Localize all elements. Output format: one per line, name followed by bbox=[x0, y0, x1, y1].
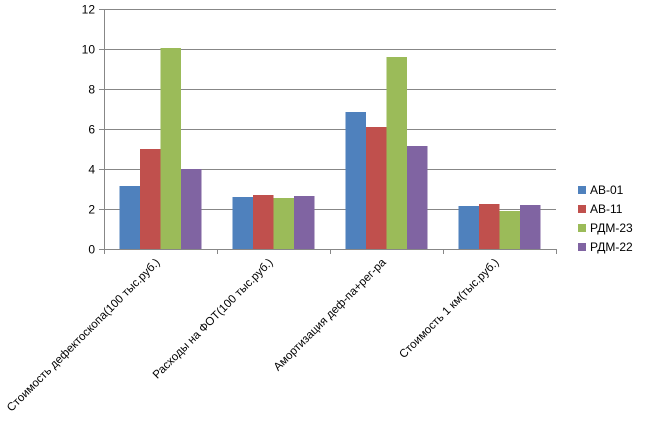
bar bbox=[140, 149, 161, 249]
legend-label: АВ-11 bbox=[590, 201, 623, 216]
legend-label: АВ-01 bbox=[590, 182, 624, 197]
x-category-label: Амортизация деф-па+рег-ра bbox=[272, 256, 389, 373]
bar bbox=[345, 112, 366, 249]
y-tick-label: 10 bbox=[82, 43, 96, 57]
legend-swatch bbox=[578, 223, 586, 232]
y-tick-label: 0 bbox=[88, 243, 95, 257]
legend: АВ-01 АВ-11 РДМ-23 РДМ-22 bbox=[578, 180, 633, 256]
bar bbox=[294, 196, 315, 249]
legend-item: АВ-01 bbox=[578, 180, 633, 199]
y-tick-label: 8 bbox=[88, 83, 95, 97]
legend-swatch bbox=[578, 242, 586, 251]
y-tick-label: 6 bbox=[88, 123, 95, 137]
bar bbox=[520, 205, 541, 249]
x-category-label: Стоимость 1 км(тыс.руб.) bbox=[397, 257, 501, 361]
y-tick-label: 12 bbox=[82, 3, 96, 17]
legend-item: РДМ-23 bbox=[578, 218, 633, 237]
bar bbox=[479, 204, 500, 249]
y-tick-label: 4 bbox=[88, 163, 95, 177]
bar bbox=[232, 197, 253, 249]
legend-label: РДМ-23 bbox=[590, 220, 633, 235]
legend-swatch bbox=[578, 204, 586, 213]
bar bbox=[253, 195, 274, 249]
bar bbox=[499, 211, 520, 249]
bar bbox=[160, 48, 181, 249]
bar bbox=[119, 186, 140, 249]
y-tick-label: 2 bbox=[88, 203, 95, 217]
legend-item: РДМ-22 bbox=[578, 237, 633, 256]
legend-item: АВ-11 bbox=[578, 199, 633, 218]
x-category-label: Расходы на ФОТ(100 тыс.руб.) bbox=[151, 257, 276, 382]
x-category-labels: Стоимость дефектоскопа(100 тыс.руб.)Расх… bbox=[5, 256, 502, 414]
y-tick-labels: 0 2 4 6 8 10 12 bbox=[82, 3, 96, 257]
bar bbox=[273, 198, 294, 249]
bars bbox=[119, 48, 541, 249]
legend-swatch bbox=[578, 185, 586, 194]
legend-label: РДМ-22 bbox=[590, 239, 633, 254]
bar bbox=[181, 169, 202, 249]
bar bbox=[458, 206, 479, 249]
bar bbox=[386, 57, 407, 249]
axes bbox=[99, 9, 557, 254]
bar bbox=[407, 146, 428, 249]
bar bbox=[366, 127, 387, 249]
x-category-label: Стоимость дефектоскопа(100 тыс.руб.) bbox=[5, 257, 163, 415]
